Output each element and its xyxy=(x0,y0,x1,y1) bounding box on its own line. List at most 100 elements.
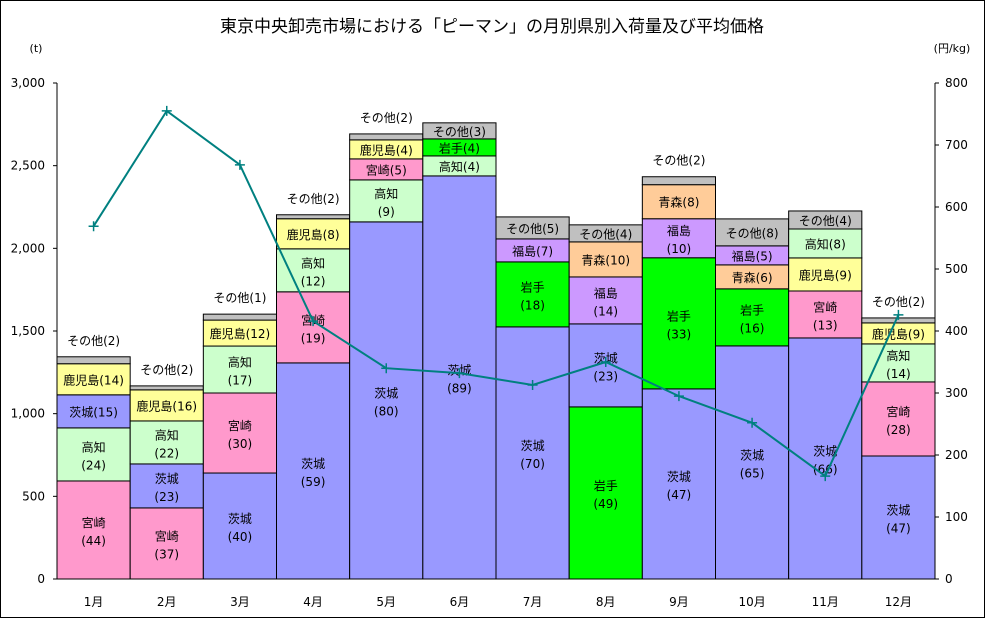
segment-share-label: (47) xyxy=(886,521,911,535)
x-tick-label: 9月 xyxy=(669,595,689,609)
x-tick-label: 5月 xyxy=(376,595,396,609)
segment-share-label: (14) xyxy=(593,304,618,318)
segment-label: 福島 xyxy=(594,285,618,300)
segment-label: 青森(10) xyxy=(581,252,630,267)
x-tick-label: 10月 xyxy=(738,595,765,609)
segment-share-label: (65) xyxy=(740,466,765,480)
segment-label: 鹿児島(9) xyxy=(872,326,925,341)
bar-segment xyxy=(349,133,424,141)
bar-segment xyxy=(129,420,204,465)
x-tick-label: 6月 xyxy=(450,595,470,609)
segment-share-label: (47) xyxy=(667,488,692,502)
segment-label: 茨城 xyxy=(740,448,764,462)
bar-segment xyxy=(495,326,570,580)
segment-label: 福島 xyxy=(667,223,691,238)
segment-label: 鹿児島(4) xyxy=(360,142,413,157)
bar-segment xyxy=(56,363,131,396)
bar-segment xyxy=(788,290,863,339)
y2-axis-label: (円/kg) xyxy=(934,42,971,55)
segment-label: その他(2) xyxy=(140,363,193,377)
segment-label: 茨城 xyxy=(667,470,691,484)
segment-label: 宮崎 xyxy=(82,515,106,530)
segment-share-label: (23) xyxy=(593,369,618,383)
bar-segment xyxy=(715,218,790,247)
segment-share-label: (22) xyxy=(154,446,179,460)
segment-label: その他(2) xyxy=(872,295,925,309)
y2-tick-label: 100 xyxy=(945,510,968,524)
y-tick-label: 0 xyxy=(37,572,45,586)
y2-tick-label: 0 xyxy=(945,572,953,586)
bar-segment xyxy=(788,228,863,259)
segment-label: 岩手 xyxy=(521,279,545,294)
y-tick-label: 2,000 xyxy=(11,241,45,255)
bar-segment xyxy=(56,394,131,429)
bar-segment xyxy=(495,261,570,328)
segment-label: 茨城(15) xyxy=(69,405,118,419)
bar-segment xyxy=(861,381,936,457)
segment-label: 鹿児島(8) xyxy=(287,227,340,242)
segment-label: その他(2) xyxy=(360,111,413,125)
price-marker xyxy=(673,391,684,402)
x-tick-label: 11月 xyxy=(812,595,839,609)
x-tick-label: 1月 xyxy=(84,595,104,609)
bar-segment xyxy=(129,463,204,509)
segment-share-label: (28) xyxy=(886,423,911,437)
segment-label: 岩手 xyxy=(740,302,764,317)
segment-label: 岩手 xyxy=(667,308,691,323)
segment-label: 鹿児島(16) xyxy=(136,398,197,413)
segment-share-label: (37) xyxy=(154,547,179,561)
segment-share-label: (18) xyxy=(520,298,545,312)
bar-segment xyxy=(56,480,131,580)
segment-label: その他(8) xyxy=(726,226,779,240)
segment-share-label: (66) xyxy=(813,462,838,476)
segment-label: 鹿児島(14) xyxy=(63,372,124,387)
segment-share-label: (49) xyxy=(593,497,618,511)
segment-label: 茨城 xyxy=(228,512,252,526)
segment-label: その他(1) xyxy=(213,291,266,305)
segment-share-label: (30) xyxy=(228,437,253,451)
segment-label: 鹿児島(12) xyxy=(210,326,271,341)
y-tick-label: 2,500 xyxy=(11,159,45,173)
segment-label: 岩手(4) xyxy=(439,140,480,155)
segment-label: 宮崎(5) xyxy=(366,162,407,177)
segment-label: 鹿児島(9) xyxy=(799,267,852,282)
price-marker xyxy=(161,105,172,116)
x-tick-label: 3月 xyxy=(230,595,250,609)
segment-share-label: (80) xyxy=(374,404,399,418)
segment-share-label: (12) xyxy=(301,274,326,288)
segment-label: その他(4) xyxy=(799,214,852,228)
segment-label: その他(5) xyxy=(506,222,559,236)
y2-tick-label: 400 xyxy=(945,324,968,338)
bar-segment xyxy=(276,214,351,220)
chart-title: 東京中央卸売市場における「ピーマン」の月別県別入荷量及び平均価格 xyxy=(220,17,764,37)
bar-segment xyxy=(202,472,277,580)
segment-label: その他(2) xyxy=(287,192,340,206)
segment-label: 宮崎 xyxy=(813,299,837,314)
segment-share-label: (13) xyxy=(813,318,838,332)
y-tick-label: 1,500 xyxy=(11,324,45,338)
segment-share-label: (44) xyxy=(81,534,106,548)
segment-label: 宮崎 xyxy=(886,404,910,419)
segment-label: その他(2) xyxy=(67,334,120,348)
price-marker xyxy=(234,159,245,170)
price-marker xyxy=(381,363,392,374)
segment-label: 高知(4) xyxy=(439,159,480,174)
bar-segment xyxy=(641,257,716,390)
segment-share-label: (10) xyxy=(667,242,692,256)
price-marker xyxy=(308,316,319,327)
bar-segment xyxy=(788,210,863,230)
price-marker xyxy=(527,379,538,390)
x-tick-label: 8月 xyxy=(596,595,616,609)
segment-label: 福島(7) xyxy=(512,243,553,258)
segment-label: 宮崎 xyxy=(155,528,179,543)
price-marker xyxy=(600,357,611,367)
y2-tick-label: 500 xyxy=(945,262,968,276)
bar-segment xyxy=(422,122,497,140)
bar-segment xyxy=(861,343,936,383)
segment-label: 青森(6) xyxy=(732,270,773,285)
segment-label: 高知 xyxy=(155,427,179,442)
bar-segment xyxy=(129,507,204,580)
bar-segment xyxy=(202,313,277,321)
price-line xyxy=(92,109,900,478)
